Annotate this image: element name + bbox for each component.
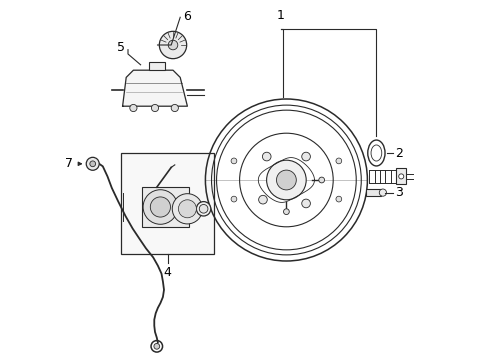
Circle shape [302, 152, 310, 161]
Circle shape [159, 31, 187, 59]
Text: 3: 3 [395, 186, 403, 199]
Bar [367, 189, 381, 196]
Circle shape [302, 199, 310, 208]
Circle shape [154, 343, 160, 349]
Circle shape [319, 177, 324, 183]
Circle shape [86, 157, 99, 170]
Circle shape [399, 174, 404, 179]
Circle shape [172, 194, 202, 224]
Circle shape [259, 195, 267, 204]
Circle shape [231, 158, 237, 164]
Polygon shape [122, 70, 187, 106]
Circle shape [379, 189, 387, 196]
Circle shape [178, 200, 196, 218]
Circle shape [263, 152, 271, 161]
Circle shape [168, 40, 178, 50]
Circle shape [150, 197, 171, 217]
Circle shape [130, 104, 137, 112]
Bar [143, 187, 189, 227]
Circle shape [276, 170, 296, 190]
Text: 6: 6 [183, 10, 191, 23]
Text: 4: 4 [164, 266, 171, 279]
Circle shape [143, 190, 178, 224]
Circle shape [336, 158, 342, 164]
Circle shape [267, 160, 306, 200]
Ellipse shape [199, 204, 208, 213]
Circle shape [284, 209, 289, 215]
Text: 7: 7 [65, 157, 73, 170]
Text: 2: 2 [395, 147, 403, 159]
Text: 5: 5 [118, 41, 125, 54]
Circle shape [231, 196, 237, 202]
Circle shape [336, 196, 342, 202]
Circle shape [171, 104, 178, 112]
Bar [121, 153, 215, 254]
Circle shape [151, 104, 159, 112]
Bar [396, 168, 406, 184]
Circle shape [90, 161, 96, 167]
Text: 1: 1 [277, 9, 285, 22]
Ellipse shape [196, 202, 211, 216]
Bar [149, 62, 165, 70]
